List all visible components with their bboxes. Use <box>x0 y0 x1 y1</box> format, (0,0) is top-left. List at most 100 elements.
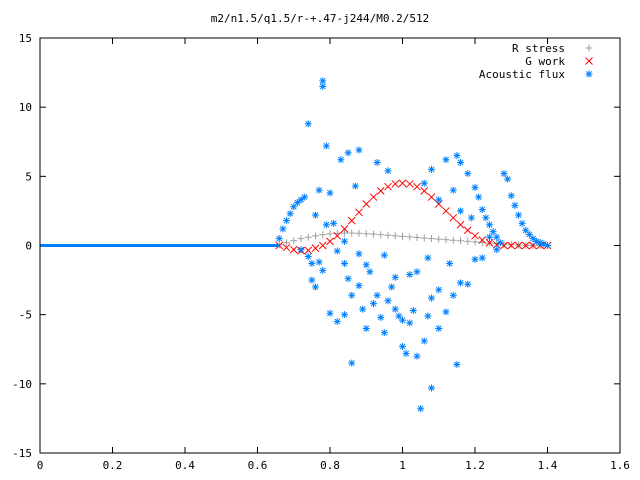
legend-label: R stress <box>512 42 565 55</box>
data-point <box>417 405 425 413</box>
data-point <box>370 230 377 238</box>
data-point <box>449 291 457 299</box>
data-point <box>486 221 493 229</box>
x-tick-label: 1.4 <box>538 459 558 472</box>
data-point <box>464 237 472 245</box>
data-point <box>518 219 526 227</box>
y-tick-label: -10 <box>12 378 32 391</box>
data-point <box>293 199 301 207</box>
data-point <box>297 235 305 243</box>
data-point <box>457 279 464 287</box>
x-tick-label: 1.6 <box>610 459 630 472</box>
data-point <box>467 214 475 222</box>
data-point <box>464 280 472 288</box>
data-point <box>413 268 421 276</box>
data-point <box>471 231 479 240</box>
data-point <box>420 337 428 345</box>
data-point <box>301 193 309 201</box>
x-tick-label: 0.6 <box>248 459 268 472</box>
data-point <box>442 308 450 316</box>
data-point <box>319 231 327 239</box>
data-point <box>522 226 530 234</box>
data-point <box>304 233 312 241</box>
data-point <box>449 186 457 194</box>
data-point <box>376 187 385 195</box>
x-tick-label: 1.2 <box>465 459 485 472</box>
data-point <box>286 210 294 218</box>
data-point <box>333 247 341 255</box>
data-point <box>406 271 414 279</box>
data-point <box>399 316 406 324</box>
data-point <box>283 239 290 247</box>
data-point <box>330 219 338 227</box>
data-point <box>406 233 414 241</box>
y-tick-label: 15 <box>19 32 32 45</box>
data-point <box>413 233 421 241</box>
data-point <box>347 216 356 225</box>
data-point <box>478 254 486 262</box>
data-point <box>351 182 359 190</box>
data-point <box>333 318 341 326</box>
legend-marker <box>585 44 593 52</box>
chart-title: m2/n1.5/q1.5/r-+.47-j244/M0.2/512 <box>211 12 430 25</box>
data-point <box>424 254 432 262</box>
data-point <box>341 237 348 245</box>
x-tick-label: 0.2 <box>103 459 123 472</box>
data-point <box>312 232 319 240</box>
data-point <box>493 233 501 241</box>
data-point <box>544 242 551 249</box>
data-point <box>442 156 450 164</box>
data-point <box>399 232 406 240</box>
data-point <box>355 208 363 217</box>
legend-label: G work <box>525 55 565 68</box>
data-point <box>341 229 348 237</box>
data-point <box>428 165 435 173</box>
data-point <box>384 231 392 239</box>
data-point <box>315 258 323 266</box>
data-point <box>326 309 334 317</box>
data-point <box>355 250 363 258</box>
data-point <box>504 175 512 183</box>
data-point <box>322 221 330 229</box>
data-point <box>348 291 356 299</box>
axis-ticks: 0 0.2 0.4 0.6 0.8 1 1.2 1.4 1.6 15 10 5 0 -5 -10 -15 <box>12 32 630 472</box>
data-point <box>312 283 319 291</box>
data-point <box>377 313 385 321</box>
data-series <box>40 77 552 413</box>
data-point <box>283 217 290 225</box>
y-tick-label: 0 <box>25 240 32 253</box>
data-point <box>428 294 435 302</box>
y-tick-label: -15 <box>12 447 32 460</box>
data-point <box>304 253 312 261</box>
data-point <box>384 182 392 191</box>
data-point <box>521 241 530 250</box>
data-point <box>409 307 417 315</box>
data-point <box>344 149 352 157</box>
data-point <box>398 179 407 188</box>
data-point <box>449 213 458 222</box>
data-point <box>457 237 464 245</box>
data-point <box>442 236 450 244</box>
data-point <box>297 246 305 254</box>
data-point <box>471 255 479 263</box>
plot-frame <box>39 37 621 454</box>
data-point <box>319 82 327 90</box>
data-point <box>514 241 523 250</box>
data-point <box>478 206 486 214</box>
data-point <box>420 187 429 195</box>
data-point <box>507 241 515 249</box>
data-point <box>489 228 497 236</box>
data-point <box>319 77 327 85</box>
data-point <box>471 183 479 191</box>
data-point <box>340 225 349 233</box>
data-point <box>420 234 428 242</box>
data-point <box>399 342 406 350</box>
x-tick-label: 0.4 <box>175 459 195 472</box>
data-point <box>304 120 312 128</box>
data-point <box>369 193 378 201</box>
data-point <box>529 235 537 243</box>
data-point <box>341 311 348 319</box>
data-point <box>297 196 305 204</box>
